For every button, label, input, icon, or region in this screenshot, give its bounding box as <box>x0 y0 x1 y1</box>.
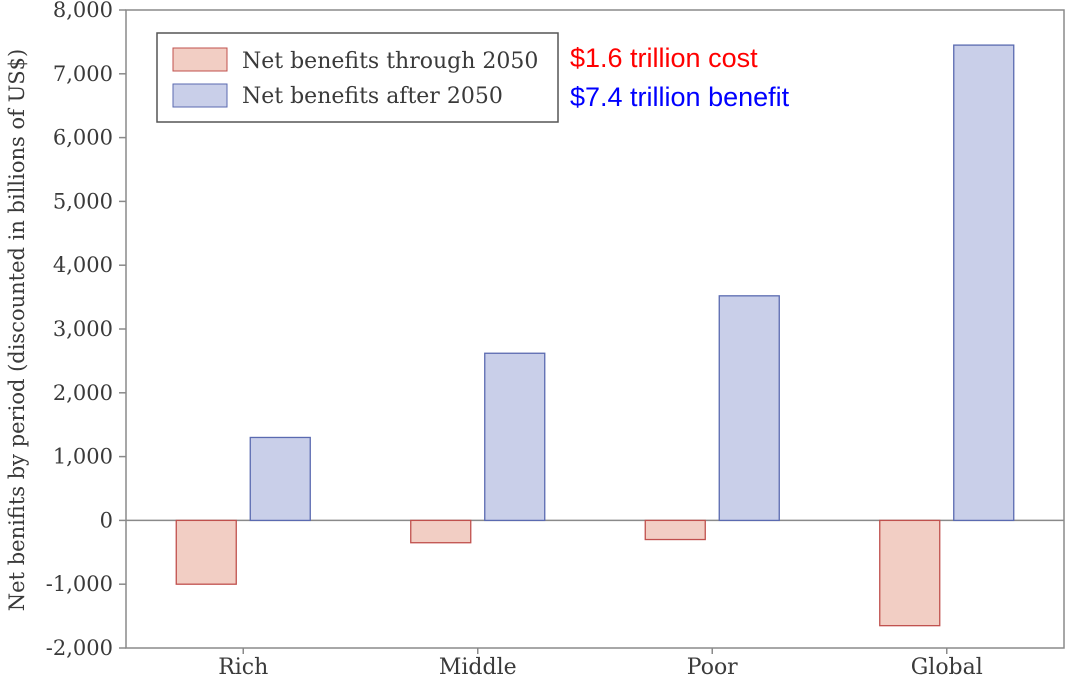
annotation-cost: $1.6 trillion cost <box>570 43 758 73</box>
legend: Net benefits through 2050 Net benefits a… <box>156 32 559 123</box>
bar-global-through-2050 <box>879 519 941 627</box>
y-tick-label: -1,000 <box>46 572 113 596</box>
bar-poor-after-2050 <box>718 295 780 522</box>
x-category-label: Rich <box>218 655 268 678</box>
annotation-benefit: $7.4 trillion benefit <box>570 82 790 112</box>
bars-group <box>175 44 1015 627</box>
bar-poor-through-2050 <box>644 519 706 541</box>
y-tick-label: 7,000 <box>53 62 113 86</box>
y-axis-ticks: -2,000 -1,000 0 1,000 2,000 3,000 4,000 5,000 6,… <box>46 0 126 660</box>
bar-global-after-2050 <box>953 44 1015 522</box>
x-category-label: Middle <box>439 655 517 678</box>
y-tick-label: 0 <box>100 508 113 532</box>
legend-label-through-2050: Net benefits through 2050 <box>242 49 538 74</box>
x-category-label: Global <box>911 655 983 678</box>
y-tick-label: 3,000 <box>53 317 113 341</box>
x-category-label: Poor <box>687 655 738 678</box>
y-tick-label: 8,000 <box>53 0 113 22</box>
legend-label-after-2050: Net benefits after 2050 <box>242 84 503 109</box>
y-tick-label: 1,000 <box>53 445 113 469</box>
bar-middle-after-2050 <box>484 352 546 522</box>
y-tick-label: 6,000 <box>53 126 113 150</box>
bar-rich-after-2050 <box>249 436 311 522</box>
y-tick-label: 4,000 <box>53 253 113 277</box>
y-tick-label: 5,000 <box>53 189 113 213</box>
legend-swatch-through-2050 <box>172 47 228 72</box>
bar-rich-through-2050 <box>175 519 237 585</box>
y-tick-label: 2,000 <box>53 381 113 405</box>
y-axis-title: Net benifits by period (discounted in bi… <box>5 49 29 611</box>
bar-middle-through-2050 <box>410 519 472 544</box>
x-axis-labels: Rich Middle Poor Global <box>218 648 983 678</box>
legend-swatch-after-2050 <box>172 83 228 108</box>
y-tick-label: -2,000 <box>46 636 113 660</box>
